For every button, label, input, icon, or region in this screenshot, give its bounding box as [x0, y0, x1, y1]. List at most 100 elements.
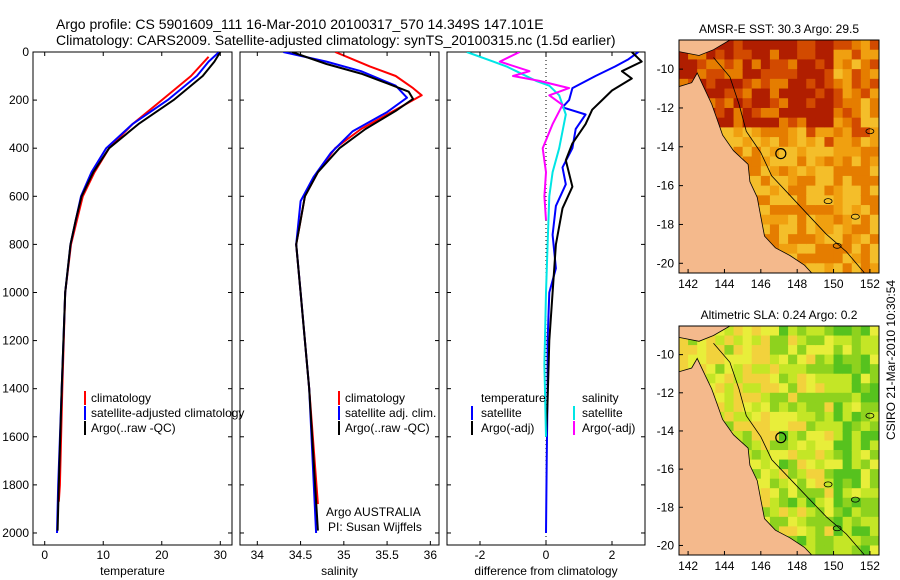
- map-cell: [760, 430, 771, 442]
- legend-heading-temperature: temperature: [481, 391, 546, 405]
- map-cell: [869, 117, 879, 128]
- map-cell: [860, 383, 871, 394]
- map-cell: [851, 535, 862, 547]
- map-cell: [833, 478, 844, 489]
- map-cell: [833, 450, 844, 461]
- map-cell: [797, 88, 807, 99]
- lon-tick-label: 152: [860, 559, 880, 573]
- plot-frame: [239, 51, 440, 546]
- map-cell: [842, 421, 853, 432]
- map-cell: [679, 364, 689, 375]
- map-cell: [860, 253, 871, 264]
- lat-tick-label: -18: [657, 500, 675, 514]
- y-tick-label: 1800: [2, 478, 29, 492]
- map-cell: [760, 69, 771, 80]
- map-cell: [833, 88, 844, 99]
- map-cell: [833, 354, 844, 365]
- map-cell: [824, 263, 835, 273]
- map-cell: [869, 326, 879, 337]
- map-cell: [788, 402, 798, 413]
- map-cell: [860, 156, 871, 167]
- map-cell: [851, 469, 862, 480]
- map-cell: [860, 430, 871, 442]
- map-cell: [715, 402, 726, 413]
- sla-map: Altimetric SLA: 0.24 Argo: 0.2 142 144 146 1…: [657, 308, 881, 573]
- map-cell: [797, 98, 807, 109]
- map-cell: [733, 146, 744, 158]
- map-cell: [851, 224, 862, 235]
- map-cell: [797, 59, 807, 70]
- map-cell: [797, 402, 807, 413]
- map-cell: [769, 345, 780, 356]
- map-cell: [869, 98, 879, 109]
- x-tick-label: -2: [475, 548, 486, 562]
- map-cell: [833, 195, 844, 206]
- map-cell: [779, 364, 789, 375]
- map-cell: [824, 175, 835, 187]
- map-cell: [815, 469, 826, 480]
- figure-title-line1: Argo profile: CS 5901609_111 16-Mar-2010…: [56, 16, 544, 32]
- map-cell: [833, 497, 844, 508]
- map-cell: [715, 88, 726, 99]
- map-cell: [869, 402, 879, 413]
- land-new-guinea: [679, 326, 879, 342]
- map-cell: [788, 146, 798, 158]
- series-line-argo-raw-qc-: [291, 52, 414, 531]
- map-cell: [824, 146, 835, 158]
- map-cell: [824, 185, 835, 196]
- map-cell: [769, 214, 780, 226]
- map-cell: [769, 354, 780, 365]
- x-tick-label: 30: [214, 548, 228, 562]
- reef-outline: [832, 525, 842, 532]
- map-cell: [760, 40, 771, 51]
- map-cell: [842, 146, 853, 158]
- map-cell: [833, 440, 844, 451]
- map-cell: [797, 185, 807, 196]
- map-cell: [824, 59, 835, 70]
- map-cell: [788, 117, 798, 128]
- map-cell: [751, 127, 762, 138]
- map-cell: [869, 214, 879, 226]
- map-cell: [815, 243, 826, 255]
- map-cell: [842, 354, 853, 365]
- map-cell: [815, 234, 826, 245]
- map-cell: [779, 175, 789, 187]
- map-cell: [860, 373, 871, 384]
- map-cell: [815, 49, 826, 61]
- map-cell: [842, 373, 853, 384]
- map-cell: [760, 175, 771, 187]
- map-cell: [806, 535, 816, 547]
- map-cell: [860, 175, 871, 187]
- map-cell: [806, 430, 816, 442]
- map-cell: [788, 497, 798, 508]
- map-cell: [824, 345, 835, 356]
- map-cell: [860, 98, 871, 109]
- map-frame: [678, 39, 880, 274]
- map-cell: [715, 69, 726, 80]
- map-cell: [833, 373, 844, 384]
- map-cell: [797, 214, 807, 226]
- map-cell: [742, 59, 753, 70]
- map-cell: [751, 469, 762, 480]
- map-cell: [779, 185, 789, 196]
- map-cell: [715, 364, 726, 375]
- map-cell: [815, 98, 826, 109]
- y-tick-label: 1400: [2, 382, 29, 396]
- map-cell: [806, 373, 816, 384]
- map-cell: [742, 98, 753, 109]
- shelf-contour: [713, 57, 865, 273]
- map-cell: [769, 88, 780, 99]
- map-cell: [769, 450, 780, 461]
- lon-tick-label: 144: [714, 277, 734, 291]
- map-cell: [869, 40, 879, 51]
- map-cell: [833, 117, 844, 128]
- map-cell: [869, 137, 879, 148]
- map-cell: [797, 450, 807, 461]
- map-cell: [842, 469, 853, 480]
- map-cell: [824, 214, 835, 226]
- timestamp-stamp: CSIRO 21-Mar-2010 10:30:54: [884, 279, 898, 440]
- map-cell: [806, 234, 816, 245]
- map-cell: [833, 156, 844, 167]
- map-cell: [833, 127, 844, 138]
- map-cell: [869, 243, 879, 255]
